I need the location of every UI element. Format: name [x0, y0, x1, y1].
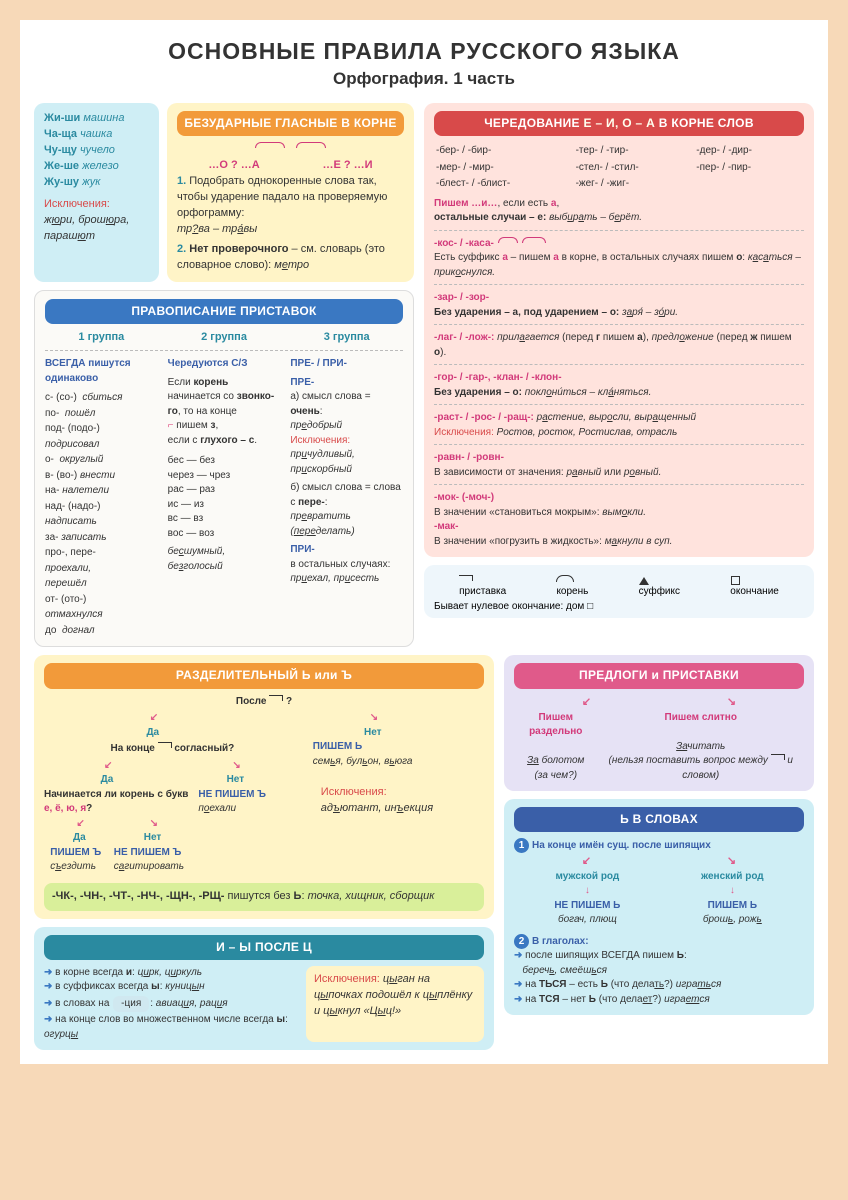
zhishi-box: Жи-ши машина Ча-ща чашка Чу-щу чучело Же… — [34, 103, 159, 282]
razdel-header: РАЗДЕЛИТЕЛЬНЫЙ Ь или Ъ — [44, 663, 484, 688]
bezud-box: БЕЗУДАРНЫЕ ГЛАСНЫЕ В КОРНЕ …О ? …А…Е ? …… — [167, 103, 414, 282]
iy-header: И – Ы ПОСЛЕ Ц — [44, 935, 484, 960]
legend-box: приставка корень суффикс окончание Бывае… — [424, 565, 814, 618]
page-subtitle: Орфография. 1 часть — [34, 69, 814, 89]
soft-header: Ь В СЛОВАХ — [514, 807, 804, 832]
iy-box: И – Ы ПОСЛЕ Ц ➜ в корне всегда и: цирк, … — [34, 927, 494, 1051]
chered-header: ЧЕРЕДОВАНИЕ Е – И, О – А В КОРНЕ СЛОВ — [434, 111, 804, 136]
chered-box: ЧЕРЕДОВАНИЕ Е – И, О – А В КОРНЕ СЛОВ -б… — [424, 103, 814, 557]
soft-box: Ь В СЛОВАХ 1На конце имён сущ. после шип… — [504, 799, 814, 1015]
prefix-box: ПРАВОПИСАНИЕ ПРИСТАВОК 1 группа2 группа3… — [34, 290, 414, 647]
razdel-box: РАЗДЕЛИТЕЛЬНЫЙ Ь или Ъ После ? ↙↘ ДаНет … — [34, 655, 494, 918]
predlogi-box: ПРЕДЛОГИ и ПРИСТАВКИ ↙↘ Пишем раздельноЗ… — [504, 655, 814, 791]
predlogi-header: ПРЕДЛОГИ и ПРИСТАВКИ — [514, 663, 804, 688]
bezud-header: БЕЗУДАРНЫЕ ГЛАСНЫЕ В КОРНЕ — [177, 111, 404, 136]
page-title: ОСНОВНЫЕ ПРАВИЛА РУССКОГО ЯЗЫКА — [34, 38, 814, 65]
prefix-header: ПРАВОПИСАНИЕ ПРИСТАВОК — [45, 299, 403, 324]
